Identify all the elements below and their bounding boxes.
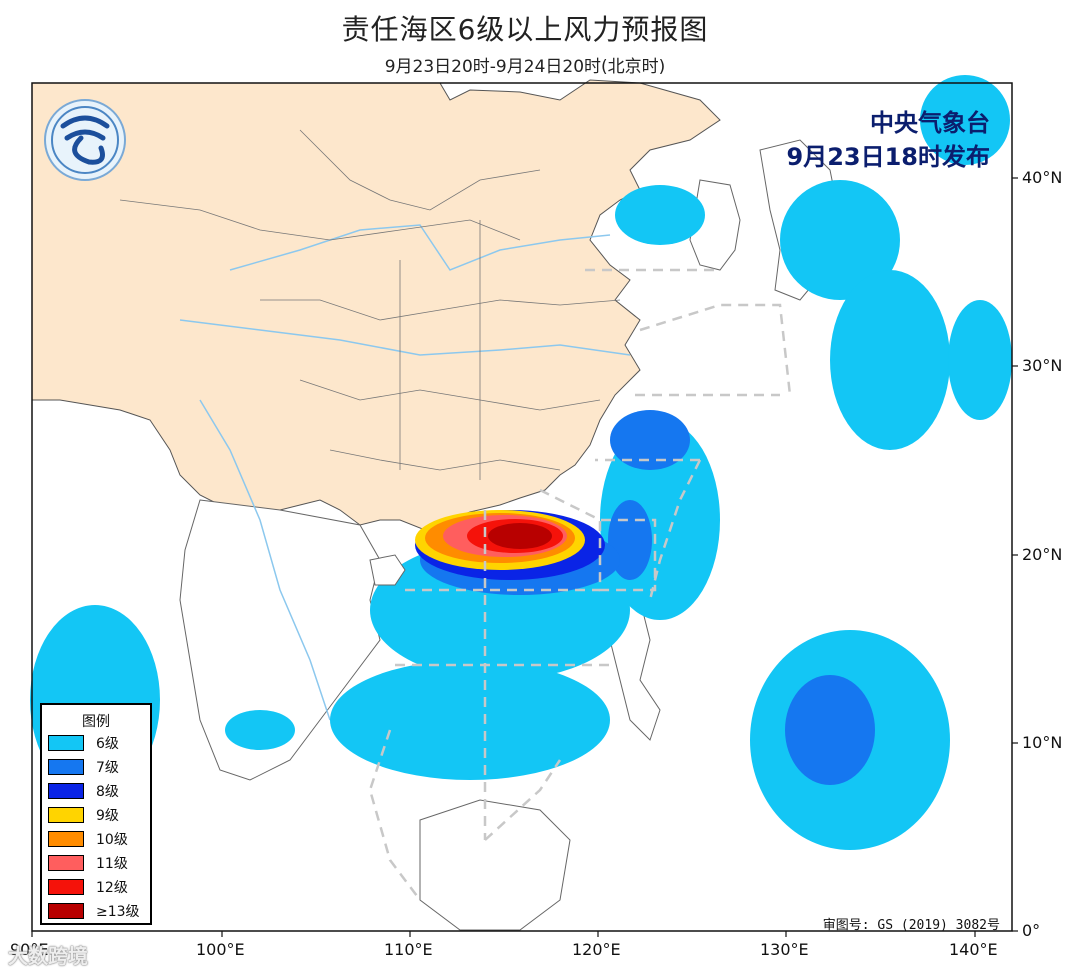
yangtze-river [179,319,631,356]
map-frame [31,82,1013,932]
page-title: 责任海区6级以上风力预报图 [341,13,709,46]
lon-label-110: 110°E [384,940,433,959]
legend-label: ≥13级 [96,904,140,920]
legend-item: 12级 [48,875,150,899]
lat-label-40: 40°N [1022,168,1063,187]
legend-swatch [48,831,84,847]
lat-label-0: 0° [1022,921,1041,940]
legend-label: 12级 [96,880,128,896]
lat-label-20: 20°N [1022,545,1063,564]
province-borders [119,129,621,480]
borneo-land [419,799,571,931]
yellow-river [229,224,611,271]
page-subtitle: 9月23日20时-9月24日20时(北京时) [384,57,666,77]
legend-swatch [48,759,84,775]
legend-item: ≥13级 [48,899,150,923]
lon-label-100: 100°E [196,940,245,959]
legend-item: 11级 [48,851,150,875]
lon-label-130: 130°E [760,940,809,959]
legend-label: 8级 [96,784,119,800]
mekong-river [199,399,331,721]
issuer-block: 中央气象台 9月23日18时发布 [787,106,991,174]
legend-item: 7级 [48,755,150,779]
legend-swatch [48,903,84,919]
cma-logo [44,99,126,181]
legend-label: 9级 [96,808,119,824]
legend-swatch [48,807,84,823]
hainan-land [369,554,406,586]
map-approval-number: 审图号: GS (2019) 3082号 [822,918,1000,933]
legend-swatch [48,855,84,871]
legend-label: 10级 [96,832,128,848]
legend-title: 图例 [82,714,110,730]
indochina-land [179,499,381,781]
legend-item: 9级 [48,803,150,827]
watermark: 大数跨境 [8,944,88,968]
legend-label: 6级 [96,736,119,752]
issuer-time: 9月23日18时发布 [786,143,991,171]
legend-swatch [48,879,84,895]
legend-item: 6级 [48,731,150,755]
forecast-zone-boundaries [368,268,792,901]
lon-label-140: 140°E [949,940,998,959]
legend-swatch [48,735,84,751]
axis-ticks [31,177,1018,937]
legend-item: 8级 [48,779,150,803]
legend-box: 图例 6级 7级 8级 9级 10级 11级 12级 ≥13级 [40,703,152,925]
lat-label-10: 10°N [1022,733,1063,752]
lon-label-120: 120°E [572,940,621,959]
lon-label-90: 90°E [10,940,49,959]
legend-item: 10级 [48,827,150,851]
legend-label: 11级 [96,856,128,872]
lat-label-30: 30°N [1022,356,1063,375]
legend-swatch [48,783,84,799]
issuer-org: 中央气象台 [870,109,990,137]
legend-label: 7级 [96,760,119,776]
wind-level-13 [488,523,552,549]
